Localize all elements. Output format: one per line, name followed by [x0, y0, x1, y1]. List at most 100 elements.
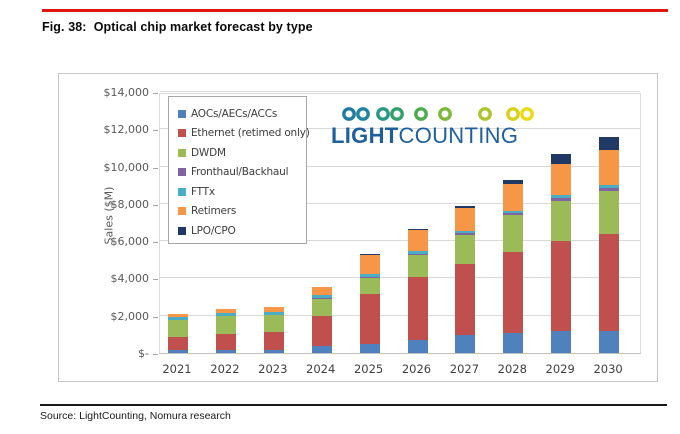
bar-segment	[455, 233, 476, 235]
legend-item: Retimers	[178, 202, 306, 222]
legend-item: FTTx	[178, 182, 306, 202]
bar-segment	[359, 277, 380, 295]
bar-segment	[215, 313, 236, 316]
bar-segment	[551, 163, 572, 196]
bar-segment	[263, 331, 284, 350]
bar-segment	[311, 346, 332, 353]
bar-2024	[311, 286, 332, 353]
bar-segment	[455, 207, 476, 231]
bar-segment	[503, 184, 524, 211]
y-tick-label: $2,000	[110, 309, 150, 323]
y-tick-label: $4,000	[110, 272, 150, 286]
source-text: Source: LightCounting, Nomura research	[40, 410, 231, 422]
x-tick-label: 2029	[545, 362, 575, 376]
legend-swatch-icon	[178, 168, 186, 177]
bar-segment	[503, 213, 524, 216]
bar-segment	[599, 185, 620, 189]
gridline	[160, 165, 640, 167]
bar-segment	[599, 136, 620, 150]
bar-segment	[359, 343, 380, 353]
legend-item: Ethernet (retimed only)	[178, 124, 310, 144]
bar-segment	[215, 333, 236, 350]
x-tick-label: 2026	[401, 362, 432, 376]
bar-segment	[168, 337, 188, 351]
y-tick-mark	[153, 93, 158, 94]
legend-label: LPO/CPO	[191, 224, 236, 237]
bar-segment	[263, 315, 284, 332]
legend-swatch-icon	[178, 148, 186, 157]
bar-segment	[599, 149, 620, 186]
bar-segment	[455, 335, 476, 353]
chart-legend: AOCs/AECs/ACCs Ethernet (retimed only) DWD…	[168, 96, 310, 244]
x-tick-label: 2028	[497, 362, 527, 376]
bar-segment	[407, 251, 428, 255]
bar-segment	[599, 188, 620, 191]
x-tick-label: 2023	[258, 362, 288, 376]
gridline	[160, 277, 640, 279]
bar-segment	[311, 315, 332, 347]
bar-segment	[311, 297, 332, 299]
bar-segment	[551, 198, 572, 202]
bar-segment	[503, 179, 524, 185]
bottom-rule	[40, 404, 667, 406]
x-tick-label: 2025	[353, 362, 384, 376]
gridline	[160, 202, 640, 204]
bar-segment	[215, 309, 236, 314]
bar-segment	[551, 154, 572, 164]
bar-2029	[551, 154, 572, 353]
logo-text-light: LIGHT	[331, 123, 399, 148]
bar-segment	[359, 254, 380, 256]
y-tick-label: $8,000	[110, 197, 150, 211]
lightcounting-logo: LIGHTCOUNTING	[331, 106, 561, 149]
gridline	[160, 314, 640, 316]
bar-segment	[215, 349, 236, 353]
logo-rings-icon	[341, 107, 539, 121]
top-red-rule	[42, 9, 668, 12]
bar-2025	[359, 254, 380, 353]
legend-label: FTTx	[191, 185, 215, 198]
bar-2028	[503, 179, 524, 353]
bar-segment	[407, 254, 428, 256]
bar-segment	[551, 241, 572, 331]
gridline	[160, 240, 640, 242]
x-tick-label: 2027	[449, 362, 480, 376]
legend-label: Ethernet (retimed only)	[191, 127, 310, 140]
legend-item: Fronthaul/Backhaul	[178, 163, 306, 183]
logo-text: LIGHTCOUNTING	[331, 123, 561, 149]
bar-segment	[263, 349, 284, 353]
bar-segment	[455, 230, 476, 234]
y-tick-mark	[153, 167, 158, 169]
bar-segment	[503, 332, 524, 353]
y-tick-mark	[153, 354, 158, 355]
legend-label: DWDM	[191, 146, 226, 159]
bar-segment	[168, 319, 188, 321]
bar-segment	[311, 298, 332, 316]
legend-item: AOCs/AECs/ACCs	[178, 104, 306, 124]
bar-segment	[359, 276, 380, 278]
legend-item: DWDM	[178, 143, 306, 163]
y-tick-label: $12,000	[103, 123, 150, 137]
bar-segment	[503, 252, 524, 333]
gridline	[160, 128, 640, 130]
bar-2027	[455, 206, 476, 353]
legend-swatch-icon	[178, 129, 186, 138]
bar-segment	[263, 307, 284, 313]
bar-segment	[551, 195, 572, 199]
bar-segment	[599, 233, 620, 331]
chart-container: Sales ($M) AOCs/AECs/ACCs Ethernet (retim…	[58, 73, 658, 382]
bar-segment	[407, 339, 428, 353]
bar-segment	[359, 294, 380, 344]
y-tick-mark	[153, 204, 158, 206]
legend-swatch-icon	[178, 109, 186, 118]
bar-2021	[168, 313, 188, 353]
bar-segment	[168, 317, 188, 320]
y-tick-mark	[153, 316, 158, 318]
bar-segment	[263, 312, 284, 315]
x-tick-label: 2024	[306, 362, 336, 376]
bar-segment	[455, 264, 476, 336]
bar-2030	[599, 136, 620, 353]
bar-segment	[407, 276, 428, 340]
x-tick-label: 2030	[593, 362, 623, 376]
y-tick-mark	[153, 242, 158, 244]
y-tick-label: $14,000	[103, 86, 150, 99]
